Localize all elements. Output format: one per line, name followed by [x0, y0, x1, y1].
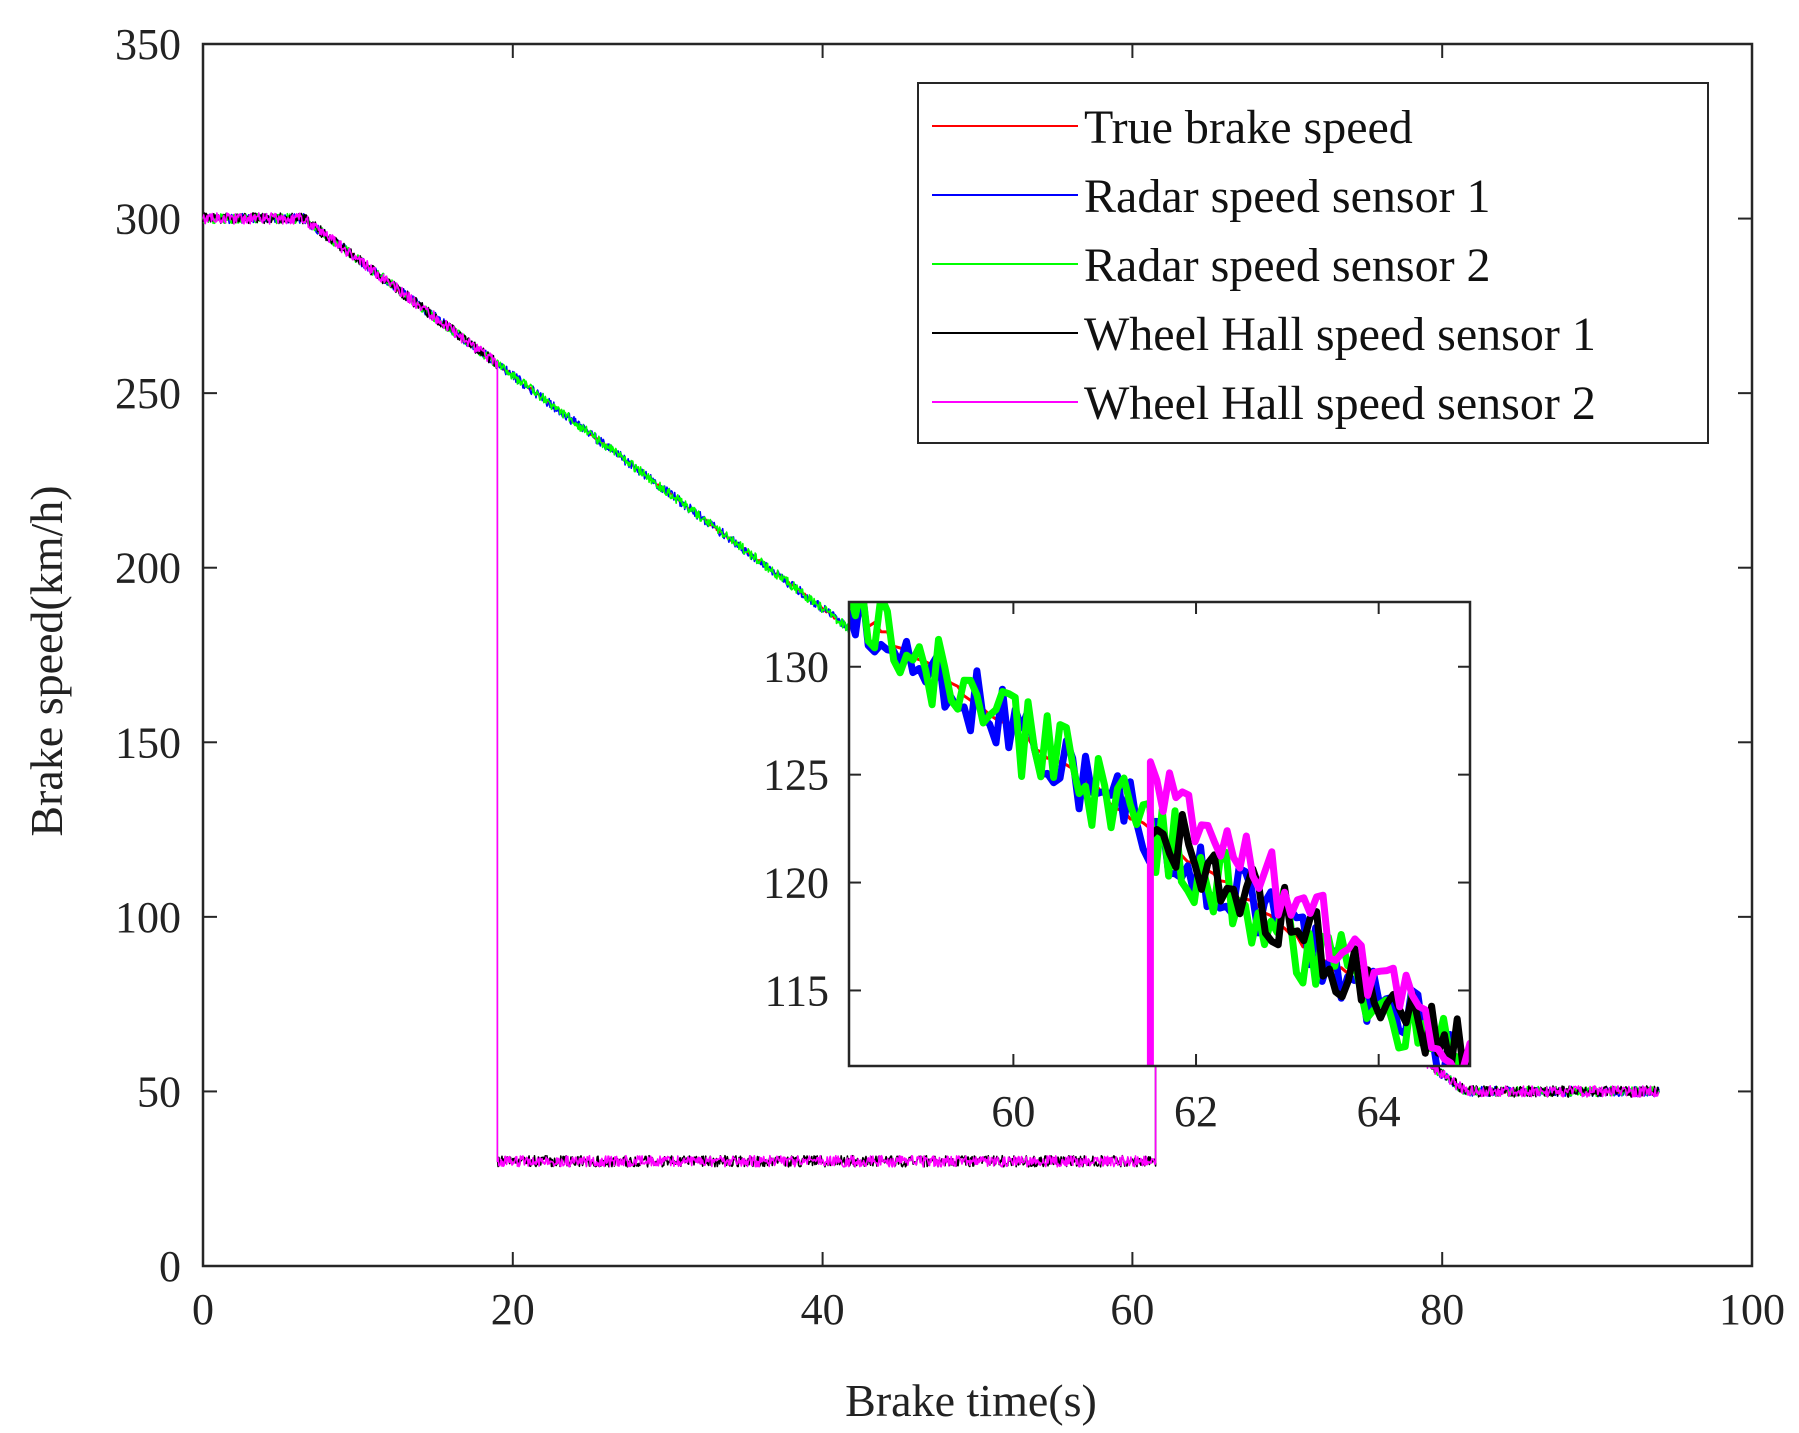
inset-series-group — [849, 602, 1470, 1066]
legend: True brake speed Radar speed sensor 1 Rada… — [917, 82, 1709, 444]
legend-entry-label: Radar speed sensor 2 — [1084, 239, 1491, 292]
inset-y-tick-label: 130 — [763, 643, 829, 692]
inset-frame — [847, 600, 1472, 1068]
x-axis-label: Brake time(s) — [845, 1375, 1097, 1426]
inset-series-line-radar-speed-sensor-2 — [849, 602, 1470, 1066]
y-tick-label: 350 — [115, 20, 181, 69]
inset-y-tick-label: 120 — [763, 859, 829, 908]
x-tick-label: 40 — [801, 1285, 845, 1334]
inset-plot-area: 60 62 64 115 120 125 130 — [763, 600, 1472, 1136]
legend-entry-label: Wheel Hall speed sensor 1 — [1084, 308, 1596, 361]
x-tick-label: 80 — [1420, 1285, 1464, 1334]
inset-series-line-wheel-hall-speed-sensor-2 — [1146, 758, 1470, 1066]
y-tick-label: 300 — [115, 195, 181, 244]
inset-x-tick-label: 60 — [991, 1087, 1035, 1136]
x-tick-label: 20 — [491, 1285, 535, 1334]
y-tick-label: 100 — [115, 893, 181, 942]
y-tick-label: 200 — [115, 544, 181, 593]
inset-x-tick-label: 62 — [1174, 1087, 1218, 1136]
y-tick-label: 250 — [115, 369, 181, 418]
y-tick-label: 150 — [115, 718, 181, 767]
y-axis-label: Brake speed(km/h) — [21, 485, 72, 836]
x-tick-label: 100 — [1719, 1285, 1785, 1334]
y-tick-label: 0 — [159, 1242, 181, 1291]
inset-x-tick-label: 64 — [1357, 1087, 1401, 1136]
inset-y-tick-label: 115 — [765, 966, 829, 1015]
legend-entry-label: Radar speed sensor 1 — [1084, 170, 1491, 223]
legend-entry-label: Wheel Hall speed sensor 2 — [1084, 377, 1596, 430]
inset-y-tick-label: 125 — [763, 751, 829, 800]
x-tick-label: 60 — [1110, 1285, 1154, 1334]
inset-series-line-wheel-hall-speed-sensor-1 — [1146, 811, 1470, 1066]
x-tick-label: 0 — [192, 1285, 214, 1334]
legend-entry-label: True brake speed — [1084, 101, 1413, 154]
y-tick-label: 50 — [137, 1067, 181, 1116]
